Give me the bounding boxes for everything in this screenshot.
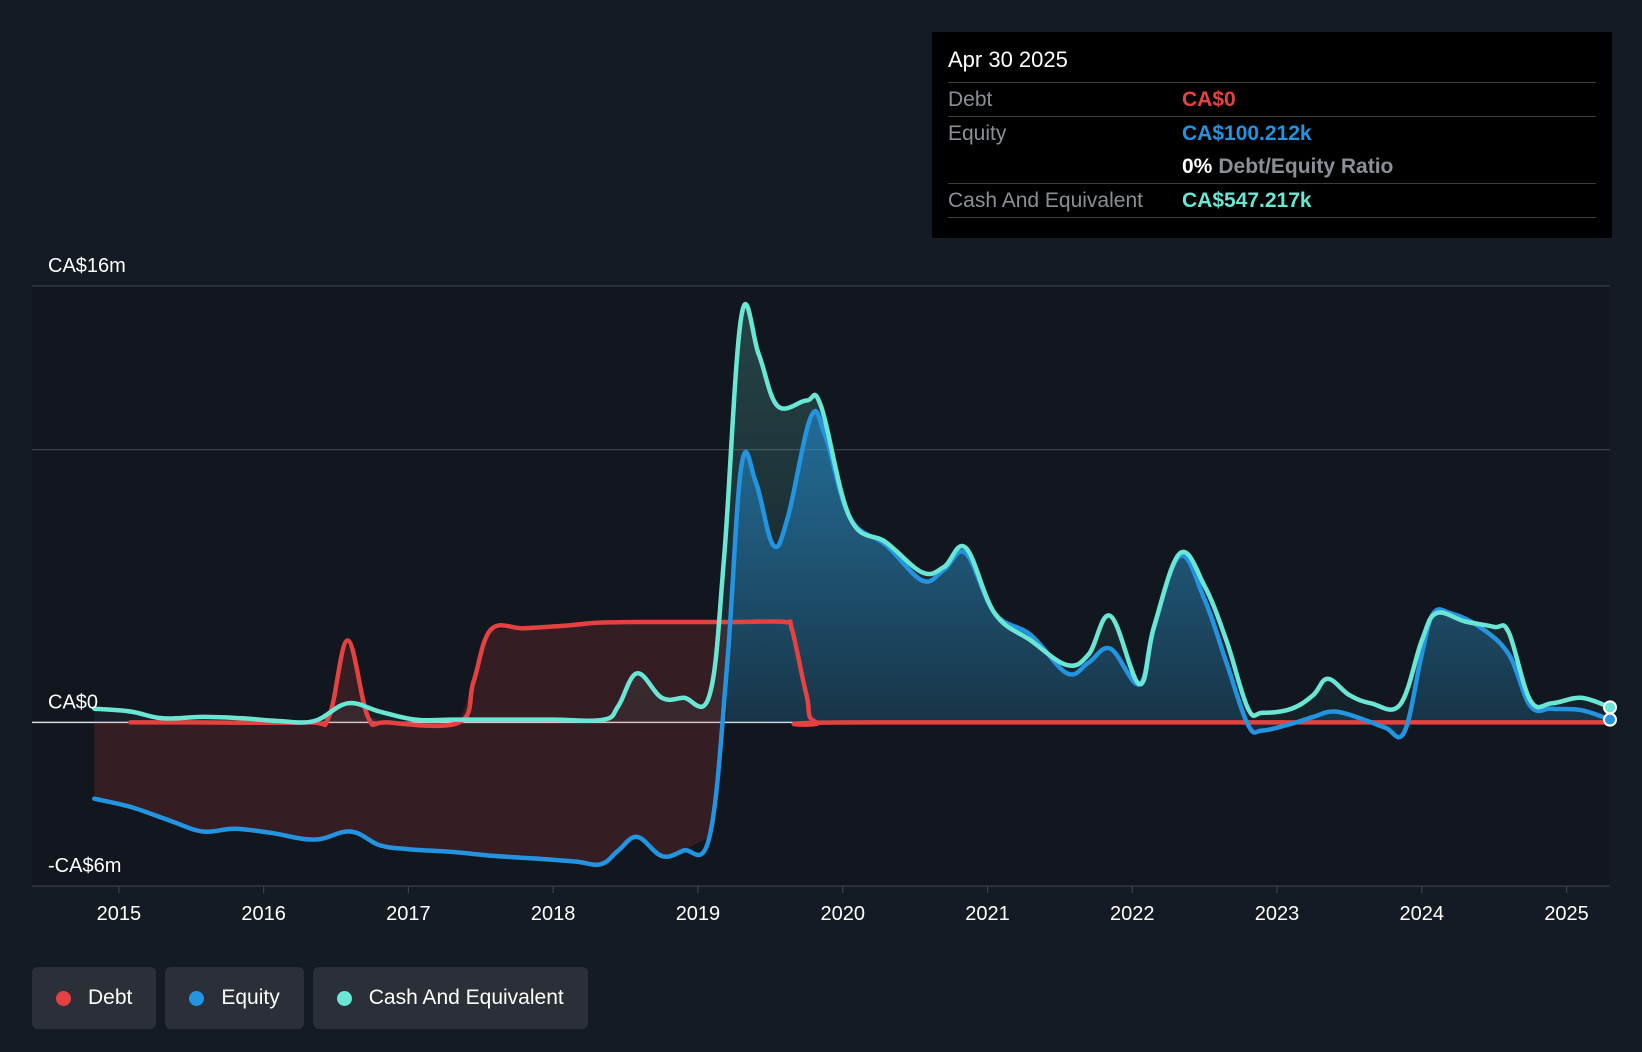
legend-dot-cash (336, 990, 352, 1006)
line-debt (128, 619, 1613, 729)
y-axis-labels: CA$16m CA$0 -CA$6m (48, 255, 126, 877)
series-lines (92, 302, 1617, 867)
tooltip-ratio-value: 0% (1182, 154, 1213, 178)
tooltip-equity-value: CA$100.212k (1182, 121, 1312, 145)
legend-dot-debt (56, 990, 71, 1006)
x-tick-label: 2016 (241, 903, 286, 925)
tooltip-cash-label: Cash And Equivalent (948, 188, 1143, 212)
tooltip-row-equity: Equity CA$100.212k (948, 116, 1596, 150)
y-tick-label: CA$16m (48, 255, 126, 277)
tooltip-equity-label: Equity (948, 121, 1007, 145)
legend-label-cash: Cash And Equivalent (368, 986, 564, 1009)
y-tick-label: CA$0 (48, 691, 98, 713)
debt-area (94, 622, 729, 865)
tooltip-cash-value: CA$547.217k (1182, 188, 1312, 212)
tooltip-row-ratio: 0% Debt/Equity Ratio (948, 150, 1596, 183)
legend-label-debt: Debt (88, 986, 133, 1009)
legend-label-equity: Equity (221, 986, 280, 1009)
x-tick-label: 2024 (1400, 903, 1445, 925)
end-marker-cash-and-equivalent (1603, 700, 1617, 715)
legend: Debt Equity Cash And Equivalent (32, 967, 588, 1029)
tooltip-debt-label: Debt (948, 87, 993, 111)
y-tick-label: -CA$6m (48, 855, 121, 877)
line-cash-and-equivalent (92, 302, 1613, 725)
equity-area (726, 411, 1610, 738)
legend-item-cash[interactable]: Cash And Equivalent (312, 967, 588, 1029)
x-tick-label: 2015 (97, 903, 142, 925)
x-tick-label: 2025 (1544, 903, 1589, 925)
tooltip-ratio-label: Debt/Equity Ratio (1218, 154, 1394, 178)
line-equity (92, 408, 1613, 867)
tooltip-debt-value: CA$0 (1182, 87, 1236, 111)
end-marker-equity (1603, 712, 1617, 727)
x-tick-label: 2023 (1255, 903, 1300, 925)
x-tick-label: 2022 (1110, 903, 1155, 925)
series-areas (94, 304, 1610, 865)
x-tick-label: 2019 (676, 903, 721, 925)
x-tick-label: 2021 (965, 903, 1010, 925)
legend-item-equity[interactable]: Equity (165, 967, 304, 1029)
tooltip-row-debt: Debt CA$0 (948, 82, 1596, 116)
x-tick-label: 2018 (531, 903, 576, 925)
tooltip-row-cash: Cash And Equivalent CA$547.217k (948, 183, 1596, 218)
tooltip-date: Apr 30 2025 (948, 47, 1068, 72)
x-tick-label: 2020 (820, 903, 865, 925)
tooltip: Apr 30 2025 Debt CA$0 Equity CA$100.212k… (932, 32, 1612, 238)
x-tick-label: 2017 (386, 903, 431, 925)
legend-dot-equity (189, 990, 205, 1006)
legend-item-debt[interactable]: Debt (32, 967, 157, 1029)
x-axis-labels: 2015 2016 2017 2018 2019 2020 2021 2022 2023 2024… (97, 886, 1589, 925)
